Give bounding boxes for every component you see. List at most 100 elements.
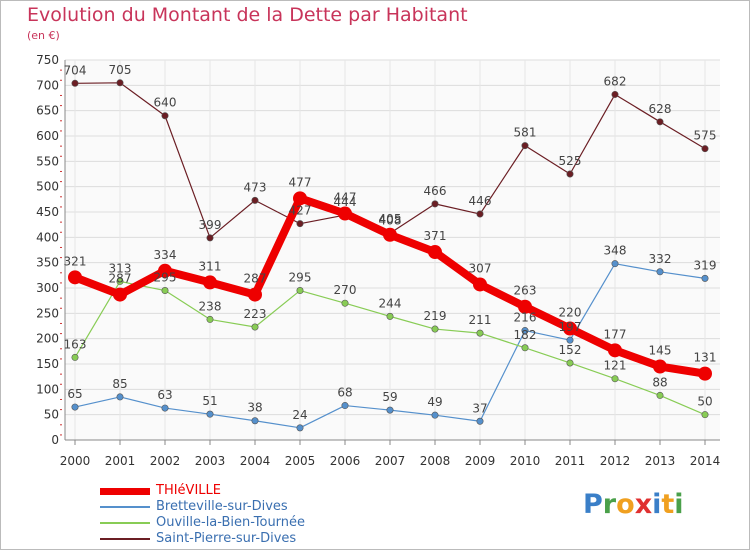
data-point (116, 79, 124, 87)
x-tick-label: 2010 (510, 454, 541, 468)
data-point (338, 206, 352, 221)
data-point (116, 393, 124, 401)
y-tick-label: 350 (36, 256, 59, 270)
data-label: 313 (109, 261, 132, 275)
data-label: 319 (694, 258, 717, 272)
legend-label: Bretteville-sur-Dives (156, 499, 288, 514)
data-label: 640 (154, 96, 177, 110)
data-label: 63 (157, 388, 172, 402)
data-point (431, 411, 439, 419)
data-point (251, 196, 259, 204)
data-point (248, 287, 262, 302)
data-label: 68 (337, 386, 352, 400)
legend-swatch (100, 487, 150, 495)
data-point (701, 145, 709, 153)
data-point (431, 325, 439, 333)
x-tick-label: 2008 (420, 454, 451, 468)
data-point (113, 287, 127, 302)
data-label: 348 (604, 244, 627, 258)
data-point (566, 170, 574, 178)
data-label: 65 (67, 387, 82, 401)
data-point (428, 245, 442, 260)
data-label: 399 (199, 218, 222, 232)
data-label: 220 (559, 306, 582, 320)
y-tick-label: 200 (36, 332, 59, 346)
data-point (206, 410, 214, 418)
data-point (566, 359, 574, 367)
logo-letter: i (652, 489, 662, 520)
y-tick-label: 750 (36, 53, 59, 67)
data-label: 211 (469, 313, 492, 327)
data-label: 704 (64, 63, 87, 77)
data-label: 628 (649, 102, 672, 116)
data-point (698, 366, 712, 381)
data-point (386, 406, 394, 414)
data-point (383, 227, 397, 242)
data-label: 50 (697, 395, 712, 409)
data-label: 466 (424, 184, 447, 198)
data-point (206, 315, 214, 323)
data-label: 182 (514, 328, 537, 342)
data-label: 88 (652, 375, 667, 389)
data-label: 307 (469, 261, 492, 275)
logo-letter: r (602, 489, 617, 520)
y-tick-label: 300 (36, 281, 59, 295)
x-tick-label: 2011 (555, 454, 586, 468)
data-point (701, 411, 709, 419)
x-tick-label: 2009 (465, 454, 496, 468)
data-point (341, 299, 349, 307)
legend-swatch (100, 506, 150, 508)
data-point (161, 404, 169, 412)
x-tick-label: 2005 (285, 454, 316, 468)
proxiti-logo: Proxiti (583, 489, 684, 520)
legend-item: Ouville-la-Bien-Tournée (100, 515, 305, 531)
data-point (476, 210, 484, 218)
data-label: 295 (289, 271, 312, 285)
data-point (158, 263, 172, 278)
data-point (476, 417, 484, 425)
data-label: 477 (289, 175, 312, 189)
data-label: 59 (382, 390, 397, 404)
data-label: 163 (64, 337, 87, 351)
data-point (293, 191, 307, 206)
data-point (563, 321, 577, 336)
legend-item: THIéVILLE (100, 483, 305, 499)
legend-swatch (100, 538, 150, 540)
logo-letter: x (634, 489, 653, 520)
x-tick-label: 2000 (60, 454, 91, 468)
legend-label: THIéVILLE (156, 483, 221, 498)
x-tick-label: 2004 (240, 454, 271, 468)
data-point (566, 336, 574, 344)
data-label: 131 (694, 351, 717, 365)
data-point (251, 417, 259, 425)
x-tick-label: 2002 (150, 454, 181, 468)
data-point (71, 79, 79, 87)
logo-letter: i (674, 489, 684, 520)
data-point (71, 403, 79, 411)
data-label: 145 (649, 344, 672, 358)
x-tick-label: 2007 (375, 454, 406, 468)
y-tick-label: 100 (36, 382, 59, 396)
data-label: 270 (334, 283, 357, 297)
data-label: 24 (292, 408, 307, 422)
data-label: 197 (559, 320, 582, 334)
data-point (116, 277, 124, 285)
y-tick-label: 600 (36, 129, 59, 143)
y-tick-label: 700 (36, 78, 59, 92)
data-label: 263 (514, 284, 537, 298)
x-tick-label: 2006 (330, 454, 361, 468)
data-label: 334 (154, 248, 177, 262)
data-label: 49 (427, 395, 442, 409)
data-label: 51 (202, 394, 217, 408)
data-point (341, 402, 349, 410)
data-label: 216 (514, 311, 537, 325)
data-point (611, 260, 619, 268)
x-tick-label: 2013 (645, 454, 676, 468)
data-label: 321 (64, 254, 87, 268)
x-tick-label: 2003 (195, 454, 226, 468)
data-label: 575 (694, 129, 717, 143)
data-label: 682 (604, 74, 627, 88)
x-tick-label: 2001 (105, 454, 136, 468)
